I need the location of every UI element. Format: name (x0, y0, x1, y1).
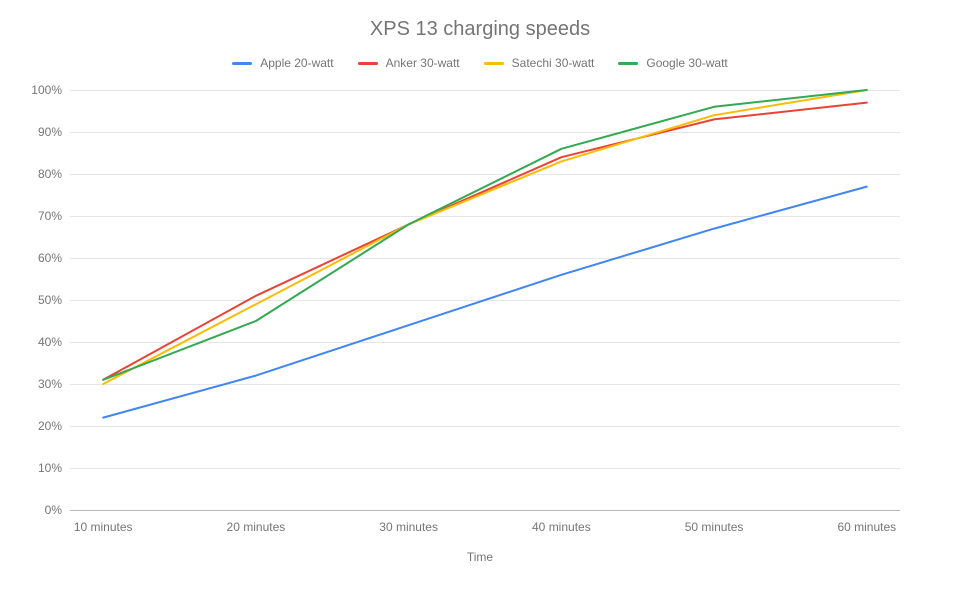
ytick-label: 30% (38, 377, 70, 391)
legend-swatch-apple (232, 62, 252, 65)
legend-item: Anker 30-watt (358, 56, 460, 70)
ytick-label: 10% (38, 461, 70, 475)
ytick-label: 60% (38, 251, 70, 265)
x-axis-label: Time (0, 550, 960, 564)
ytick-label: 90% (38, 125, 70, 139)
xtick-label: 40 minutes (532, 510, 591, 534)
xtick-label: 60 minutes (837, 510, 896, 534)
legend-item: Apple 20-watt (232, 56, 333, 70)
legend-swatch-satechi (484, 62, 504, 65)
gridline-baseline (70, 510, 900, 511)
ytick-label: 100% (31, 83, 70, 97)
plot-area: 100% 90% 80% 70% 60% 50% 40% 30% 20% 10%… (70, 90, 900, 510)
ytick-label: 20% (38, 419, 70, 433)
ytick-label: 50% (38, 293, 70, 307)
legend-label: Apple 20-watt (260, 56, 333, 70)
ytick-label: 40% (38, 335, 70, 349)
legend-swatch-google (618, 62, 638, 65)
chart-lines (70, 90, 900, 510)
ytick-label: 0% (45, 503, 70, 517)
series-line-satechi (103, 90, 867, 384)
ytick-label: 70% (38, 209, 70, 223)
legend-item: Satechi 30-watt (484, 56, 595, 70)
legend: Apple 20-watt Anker 30-watt Satechi 30-w… (0, 56, 960, 70)
chart-title: XPS 13 charging speeds (0, 18, 960, 41)
chart-container: XPS 13 charging speeds Apple 20-watt Ank… (0, 0, 960, 594)
series-line-anker (103, 103, 867, 380)
legend-label: Satechi 30-watt (512, 56, 595, 70)
xtick-label: 50 minutes (685, 510, 744, 534)
xtick-label: 20 minutes (227, 510, 286, 534)
series-line-google (103, 90, 867, 380)
xtick-label: 10 minutes (74, 510, 133, 534)
ytick-label: 80% (38, 167, 70, 181)
legend-swatch-anker (358, 62, 378, 65)
legend-item: Google 30-watt (618, 56, 727, 70)
xtick-label: 30 minutes (379, 510, 438, 534)
legend-label: Anker 30-watt (386, 56, 460, 70)
legend-label: Google 30-watt (646, 56, 727, 70)
series-line-apple (103, 187, 867, 418)
